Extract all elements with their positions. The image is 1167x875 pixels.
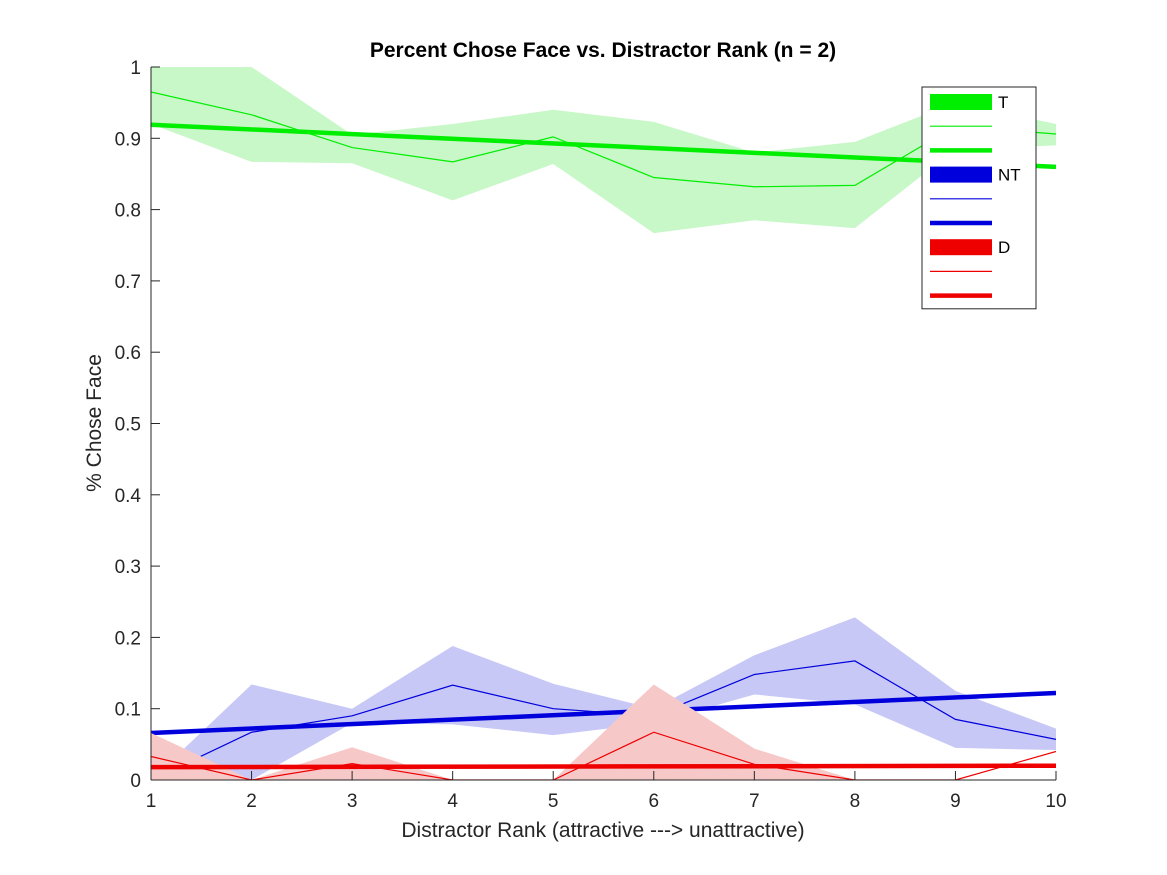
x-tick-label-8: 8 <box>850 791 861 812</box>
series-d-band <box>151 684 1056 780</box>
legend-entry-3-label: NT <box>998 166 1021 185</box>
x-tick-label-2: 2 <box>246 791 257 812</box>
legend-entry-6-patch <box>930 239 992 256</box>
y-tick-label-0.8: 0.8 <box>115 201 141 222</box>
x-tick-label-3: 3 <box>347 791 358 812</box>
series-d-fit-line <box>151 763 1056 770</box>
series-nt-band <box>151 617 1056 780</box>
legend-entry-3-patch <box>930 166 992 183</box>
y-tick-label-0.1: 0.1 <box>115 700 141 721</box>
y-tick-label-0: 0 <box>130 771 141 792</box>
legend-entry-6-label: D <box>998 238 1010 257</box>
series-t-band <box>151 67 1056 234</box>
chart-title: Percent Chose Face vs. Distractor Rank (… <box>370 39 836 62</box>
legend-entry-0-label: T <box>998 93 1008 112</box>
legend: T NT D <box>921 86 1037 310</box>
plot-area <box>151 67 1056 780</box>
y-tick-label-0.9: 0.9 <box>115 129 141 150</box>
x-tick-label-5: 5 <box>548 791 559 812</box>
y-axis-label: % Chose Face <box>83 354 106 492</box>
y-tick-label-0.7: 0.7 <box>115 272 141 293</box>
series-nt-fit-line <box>151 690 1056 736</box>
legend-entry-0-patch <box>930 94 992 110</box>
y-tick-label-0.4: 0.4 <box>115 486 142 507</box>
y-tick-label-0.2: 0.2 <box>115 628 141 649</box>
y-tick-label-0.5: 0.5 <box>115 415 141 436</box>
x-tick-label-6: 6 <box>648 791 659 812</box>
y-tick-label-0.6: 0.6 <box>115 343 141 364</box>
series-t-fit-line <box>151 122 1056 170</box>
series-d-line <box>151 731 1056 780</box>
x-tick-label-9: 9 <box>950 791 961 812</box>
y-tick-label-1: 1 <box>130 58 141 79</box>
plot-clip-group <box>151 67 1056 780</box>
x-axis-label: Distractor Rank (attractive ---> unattra… <box>401 819 804 842</box>
y-tick-label-0.3: 0.3 <box>115 557 141 578</box>
axes: 1 2 3 4 5 6 7 8 9 10 0 0.1 0.2 0.3 0.4 0.5 0.6 0.7 0.8 0.9 1 <box>115 58 1067 812</box>
x-tick-label-1: 1 <box>146 791 157 812</box>
x-tick-label-7: 7 <box>749 791 760 812</box>
legend-box <box>921 86 1037 310</box>
x-tick-label-10: 10 <box>1045 791 1066 812</box>
x-tick-label-4: 4 <box>447 791 458 812</box>
